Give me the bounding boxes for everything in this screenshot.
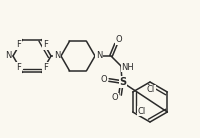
Text: N: N [5, 51, 11, 60]
Text: NH: NH [121, 63, 134, 71]
Text: S: S [119, 77, 126, 87]
Text: O: O [100, 75, 107, 84]
Text: F: F [16, 40, 21, 49]
Text: N: N [95, 51, 102, 60]
Text: F: F [16, 63, 21, 72]
Text: Cl: Cl [137, 107, 145, 116]
Text: N: N [54, 51, 60, 60]
Text: F: F [43, 40, 48, 49]
Text: O: O [115, 35, 122, 44]
Text: Cl: Cl [146, 86, 154, 95]
Text: O: O [111, 94, 118, 103]
Text: F: F [43, 63, 48, 72]
